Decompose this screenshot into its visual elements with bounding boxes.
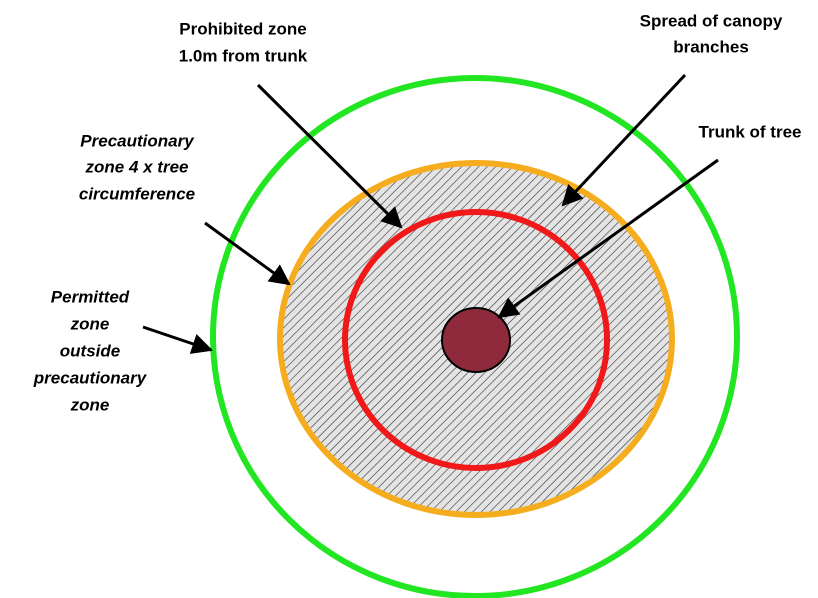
arrow bbox=[256, 83, 403, 229]
arrow bbox=[142, 325, 213, 354]
label: Trunk of tree bbox=[699, 122, 802, 141]
arrow bbox=[497, 158, 719, 319]
label: branches bbox=[673, 37, 749, 56]
arrow bbox=[204, 221, 291, 286]
label: outside bbox=[60, 341, 120, 360]
label: 1.0m from trunk bbox=[179, 46, 308, 65]
arrow bbox=[561, 73, 687, 207]
label: zone 4 x tree bbox=[85, 157, 189, 176]
label: zone bbox=[70, 314, 110, 333]
label: Precautionary bbox=[80, 131, 195, 150]
label: precautionary bbox=[33, 368, 148, 387]
label: zone bbox=[70, 395, 110, 414]
label: circumference bbox=[79, 184, 195, 203]
label: Prohibited zone bbox=[179, 19, 307, 38]
label: Spread of canopy bbox=[640, 11, 783, 30]
permitted-boundary bbox=[210, 75, 740, 598]
trunk bbox=[441, 307, 511, 373]
label: Permitted bbox=[51, 287, 130, 306]
arrows bbox=[142, 73, 719, 354]
prohibited-boundary bbox=[342, 209, 610, 471]
